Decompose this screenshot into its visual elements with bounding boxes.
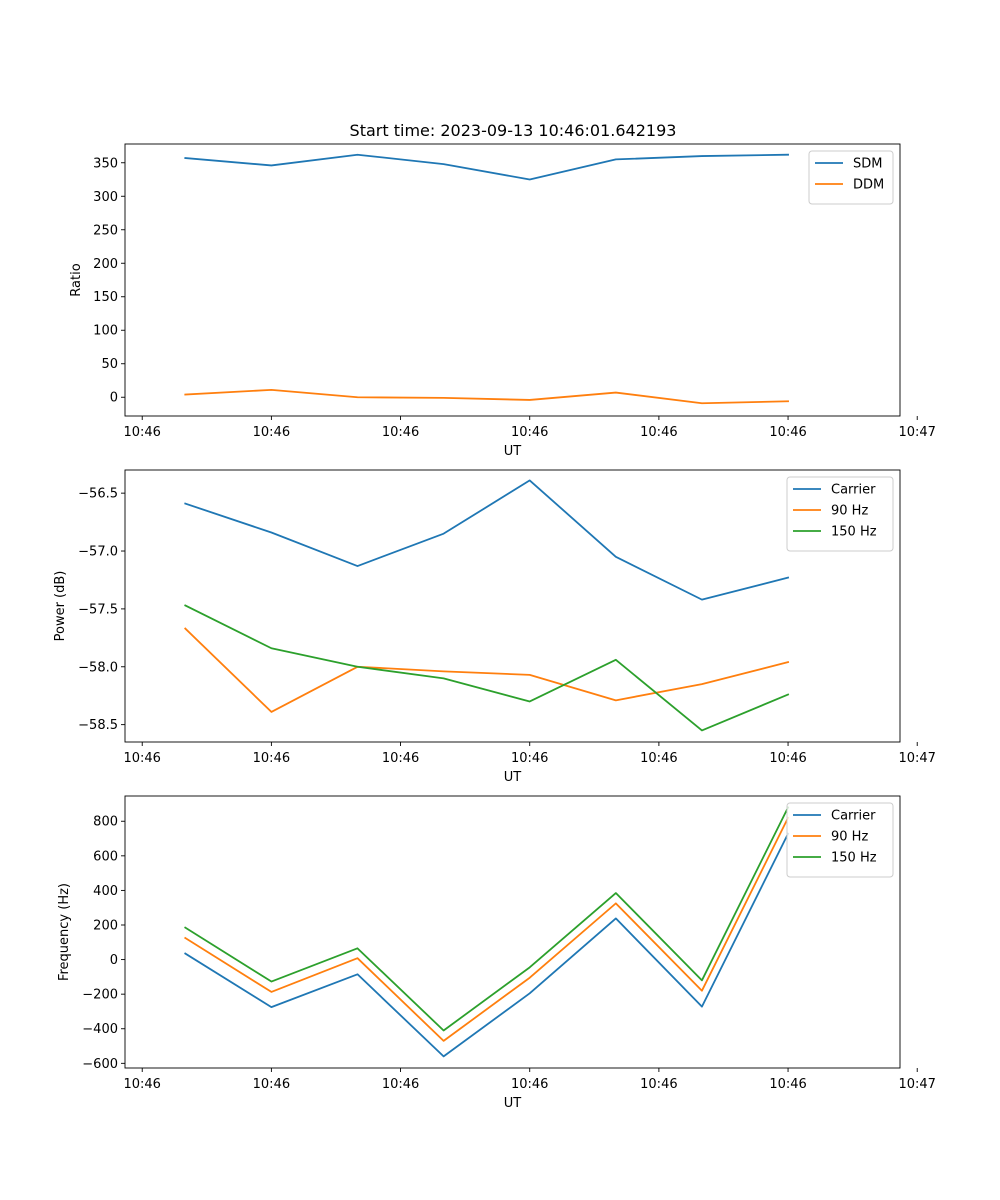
x-tick-label: 10:46 xyxy=(640,751,677,766)
legend-label: 90 Hz xyxy=(831,830,868,845)
y-tick-label: 150 xyxy=(93,290,118,305)
series-line-ddm xyxy=(184,388,789,405)
y-tick-label: −56.5 xyxy=(78,487,118,502)
y-tick-label: 200 xyxy=(93,918,118,933)
series-line-150-hz xyxy=(184,604,790,732)
x-tick-label: 10:46 xyxy=(769,1077,806,1092)
x-tick-label: 10:47 xyxy=(898,1077,935,1092)
y-tick-label: 600 xyxy=(93,849,118,864)
x-tick-label: 10:46 xyxy=(769,751,806,766)
x-tick-label: 10:47 xyxy=(898,751,935,766)
x-tick-label: 10:46 xyxy=(640,1077,677,1092)
x-tick-label: 10:46 xyxy=(511,425,548,440)
x-tick-label: 10:47 xyxy=(898,425,935,440)
series-line-sdm xyxy=(184,153,789,181)
series-line-150-hz xyxy=(184,806,790,1032)
y-tick-label: 800 xyxy=(93,815,118,830)
x-tick-label: 10:46 xyxy=(382,1077,419,1092)
y-tick-label: −600 xyxy=(82,1057,118,1072)
x-tick-label: 10:46 xyxy=(253,425,290,440)
y-axis-label: Frequency (Hz) xyxy=(57,883,72,981)
x-axis-label: UT xyxy=(504,1096,522,1111)
legend-label: Carrier xyxy=(831,483,876,498)
x-tick-label: 10:46 xyxy=(123,751,160,766)
y-tick-label: 50 xyxy=(101,357,118,372)
legend-box xyxy=(786,476,894,552)
legend-label: DDM xyxy=(853,178,884,193)
x-tick-label: 10:46 xyxy=(253,751,290,766)
x-axis-label: UT xyxy=(504,444,522,459)
legend-label: 90 Hz xyxy=(831,504,868,519)
x-tick-label: 10:46 xyxy=(769,425,806,440)
legend: Carrier 90 Hz 150 Hz xyxy=(786,802,894,878)
series-line-90-hz xyxy=(184,816,790,1042)
y-tick-label: −200 xyxy=(82,988,118,1003)
y-tick-label: −57.0 xyxy=(78,545,118,560)
y-tick-label: −57.5 xyxy=(78,602,118,617)
legend-label: SDM xyxy=(853,157,882,172)
x-tick-label: 10:46 xyxy=(123,1077,160,1092)
x-axis-label: UT xyxy=(504,770,522,785)
y-tick-label: 350 xyxy=(93,156,118,171)
subplot-2: 10:46 10:46 10:46 10:46 10:46 10:46 10:47 −58.5… xyxy=(53,469,936,785)
y-axis-label: Ratio xyxy=(69,263,84,296)
series-line-carrier xyxy=(184,479,790,601)
subplot-1: 10:46 10:46 10:46 10:46 10:46 10:46 10:47 0 50 10… xyxy=(69,143,936,459)
series-line-carrier xyxy=(184,832,790,1058)
y-tick-label: −400 xyxy=(82,1022,118,1037)
figure-title: Start time: 2023-09-13 10:46:01.642193 xyxy=(350,121,677,140)
y-tick-label: 0 xyxy=(110,391,118,406)
y-tick-label: 250 xyxy=(93,223,118,238)
legend-box xyxy=(808,150,894,205)
x-tick-label: 10:46 xyxy=(640,425,677,440)
axes-frame xyxy=(124,795,901,1069)
legend-label: 150 Hz xyxy=(831,525,877,540)
legend: Carrier 90 Hz 150 Hz xyxy=(786,476,894,552)
y-tick-label: 0 xyxy=(110,953,118,968)
series-line-90-hz xyxy=(184,627,790,713)
axes-frame xyxy=(124,469,901,743)
x-tick-label: 10:46 xyxy=(382,425,419,440)
y-tick-label: −58.0 xyxy=(78,660,118,675)
x-tick-label: 10:46 xyxy=(511,1077,548,1092)
y-tick-label: 200 xyxy=(93,257,118,272)
y-tick-label: 100 xyxy=(93,324,118,339)
axes-frame xyxy=(124,143,901,417)
legend-label: Carrier xyxy=(831,809,876,824)
y-tick-label: 400 xyxy=(93,884,118,899)
x-tick-label: 10:46 xyxy=(123,425,160,440)
subplots: 10:46 10:46 10:46 10:46 10:46 10:46 10:47 0 50 10… xyxy=(53,143,936,1111)
y-axis-label: Power (dB) xyxy=(53,571,68,642)
x-tick-label: 10:46 xyxy=(511,751,548,766)
x-tick-label: 10:46 xyxy=(382,751,419,766)
x-tick-label: 10:46 xyxy=(253,1077,290,1092)
legend: SDM DDM xyxy=(808,150,894,205)
legend-label: 150 Hz xyxy=(831,851,877,866)
y-tick-label: −58.5 xyxy=(78,718,118,733)
subplot-3: 10:46 10:46 10:46 10:46 10:46 10:46 10:47 −600 −… xyxy=(57,795,936,1111)
legend-box xyxy=(786,802,894,878)
y-tick-label: 300 xyxy=(93,190,118,205)
